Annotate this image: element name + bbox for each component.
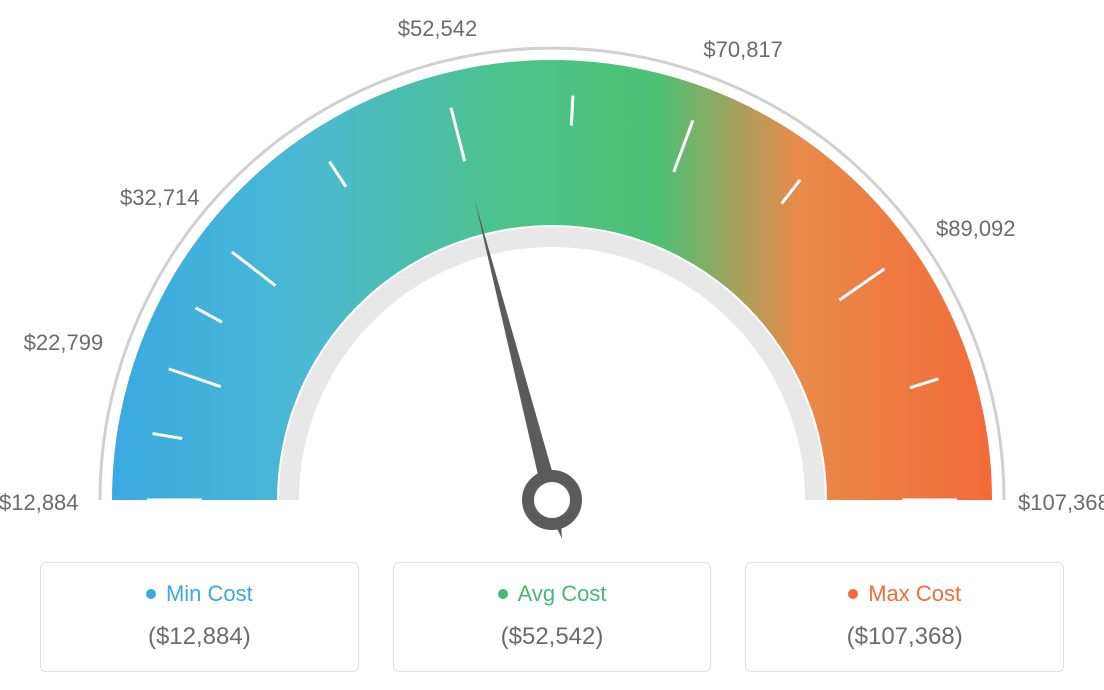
gauge-tick-label: $22,799 bbox=[24, 330, 104, 356]
legend-value-min: ($12,884) bbox=[51, 623, 348, 651]
gauge-tick-label: $52,542 bbox=[398, 16, 478, 42]
legend-row: Min Cost ($12,884) Avg Cost ($52,542) Ma… bbox=[0, 562, 1104, 672]
gauge-tick-label: $107,368 bbox=[1018, 490, 1104, 516]
chart-container: $12,884 $22,799 $32,714 $52,542 $70,817 $89,0… bbox=[0, 0, 1104, 690]
legend-value-max: ($107,368) bbox=[756, 623, 1053, 651]
dot-icon bbox=[848, 589, 858, 599]
gauge-svg bbox=[0, 0, 1104, 540]
gauge-tick-label: $12,884 bbox=[0, 490, 79, 516]
legend-value-avg: ($52,542) bbox=[404, 623, 701, 651]
legend-card-avg: Avg Cost ($52,542) bbox=[393, 562, 712, 672]
gauge-tick-label: $70,817 bbox=[703, 37, 783, 63]
gauge-tick-label: $32,714 bbox=[120, 185, 200, 211]
gauge-tick-label: $89,092 bbox=[936, 216, 1016, 242]
legend-title-text: Min Cost bbox=[166, 581, 253, 607]
legend-title-text: Avg Cost bbox=[518, 581, 607, 607]
dot-icon bbox=[146, 589, 156, 599]
legend-card-max: Max Cost ($107,368) bbox=[745, 562, 1064, 672]
gauge-area: $12,884 $22,799 $32,714 $52,542 $70,817 $89,0… bbox=[0, 0, 1104, 540]
legend-title-min: Min Cost bbox=[146, 581, 253, 607]
dot-icon bbox=[498, 589, 508, 599]
legend-title-max: Max Cost bbox=[848, 581, 961, 607]
legend-card-min: Min Cost ($12,884) bbox=[40, 562, 359, 672]
legend-title-avg: Avg Cost bbox=[498, 581, 607, 607]
legend-title-text: Max Cost bbox=[868, 581, 961, 607]
